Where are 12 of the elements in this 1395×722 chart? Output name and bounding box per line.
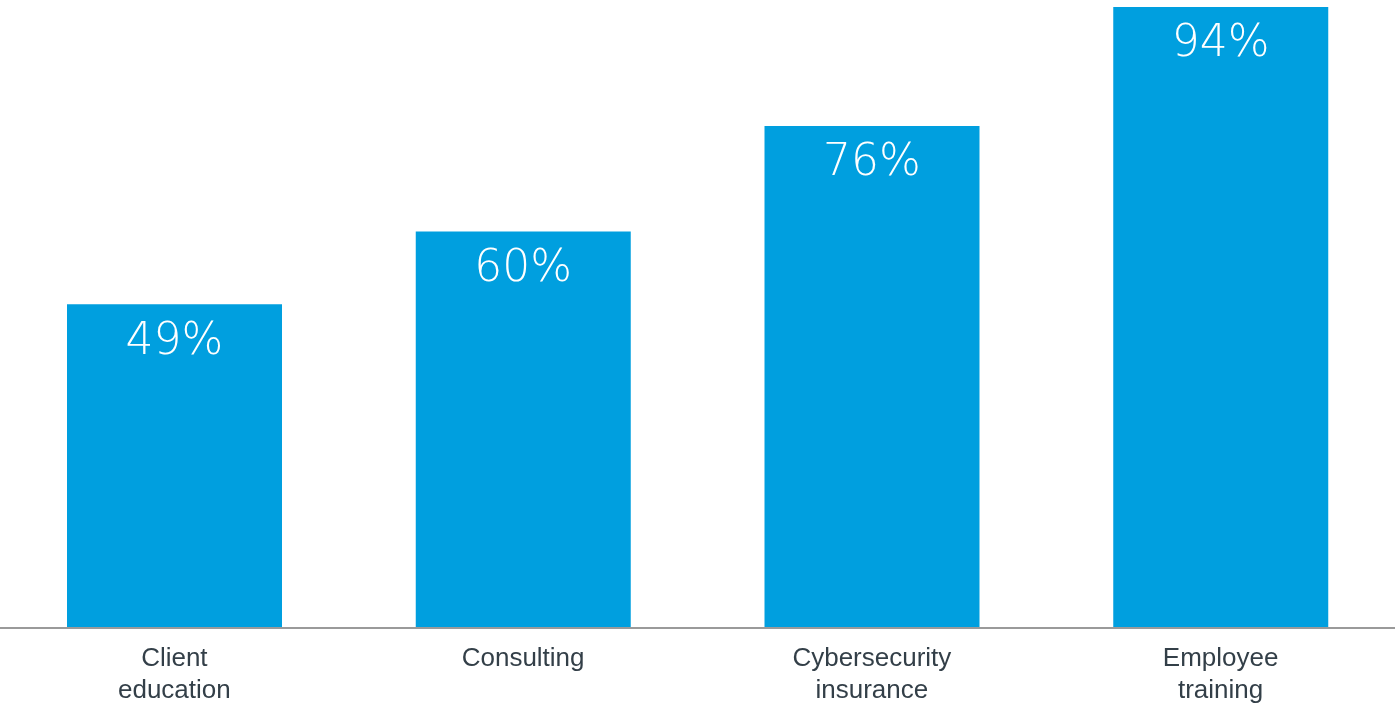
data-label: 49%	[125, 312, 224, 364]
bar	[1113, 7, 1329, 628]
x-tick-label: Client education	[117, 642, 231, 704]
bar	[415, 231, 631, 628]
data-label: 76%	[823, 134, 921, 186]
bar	[67, 304, 282, 628]
data-label: 60%	[474, 239, 573, 291]
bar	[764, 125, 980, 628]
x-tick-label: Cybersecurity insurance	[792, 642, 952, 704]
data-label: 94%	[1171, 15, 1270, 67]
x-tick-label: Consulting	[461, 642, 585, 672]
x-tick-label: Employee training	[1162, 642, 1279, 704]
